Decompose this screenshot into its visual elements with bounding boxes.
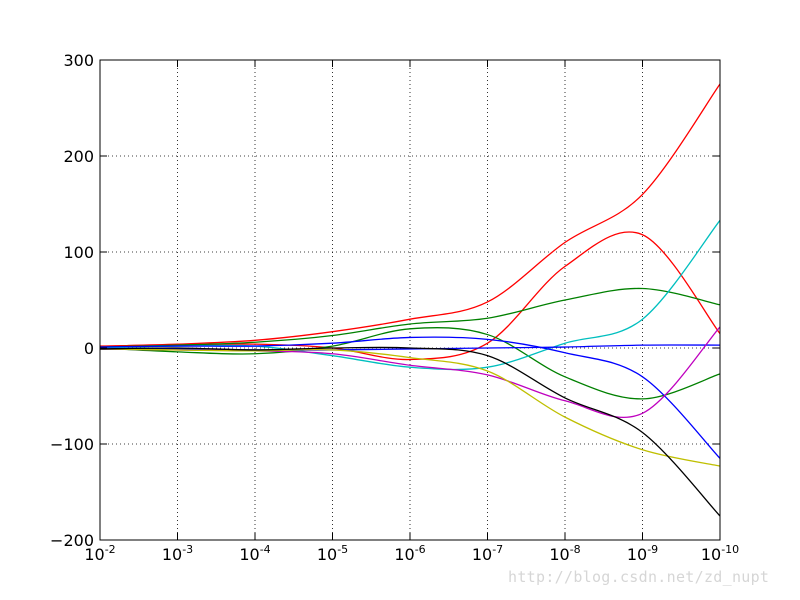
y-tick-labels: 300 200 100 0 −100 −200: [50, 51, 94, 550]
x-tick-label: 10-10: [701, 543, 739, 564]
series-line-3: [99, 287, 721, 348]
series-line-10: [99, 346, 721, 517]
y-tick-label: −200: [50, 531, 94, 550]
x-tick-label: 10-5: [317, 543, 348, 564]
y-tick-label: 0: [84, 339, 94, 358]
series-line-6: [99, 336, 721, 459]
x-tick-label: 10-2: [84, 543, 115, 564]
series-line-1: [99, 83, 721, 347]
x-tick-labels: 10-2 10-3 10-4 10-5 10-6 10-7 10-8 10-9 10-10: [84, 543, 739, 564]
axis-ticks: [99, 59, 721, 541]
x-tick-label: 10-9: [627, 543, 658, 564]
y-tick-label: 300: [63, 51, 94, 70]
x-tick-label: 10-3: [162, 543, 193, 564]
x-tick-label: 10-7: [472, 543, 503, 564]
series-line-9: [99, 348, 721, 467]
x-tick-label: 10-4: [239, 543, 270, 564]
y-tick-label: 100: [63, 243, 94, 262]
series-line-4: [99, 327, 721, 400]
series-lines: [99, 83, 721, 517]
watermark: http://blog.csdn.net/zd_nupt: [508, 568, 770, 586]
y-tick-label: 200: [63, 147, 94, 166]
x-tick-label: 10-8: [549, 543, 580, 564]
series-line-7: [99, 344, 721, 351]
x-tick-label: 10-6: [394, 543, 425, 564]
grid-lines: [99, 59, 721, 541]
series-line-5: [99, 219, 721, 371]
y-tick-label: −100: [50, 435, 94, 454]
